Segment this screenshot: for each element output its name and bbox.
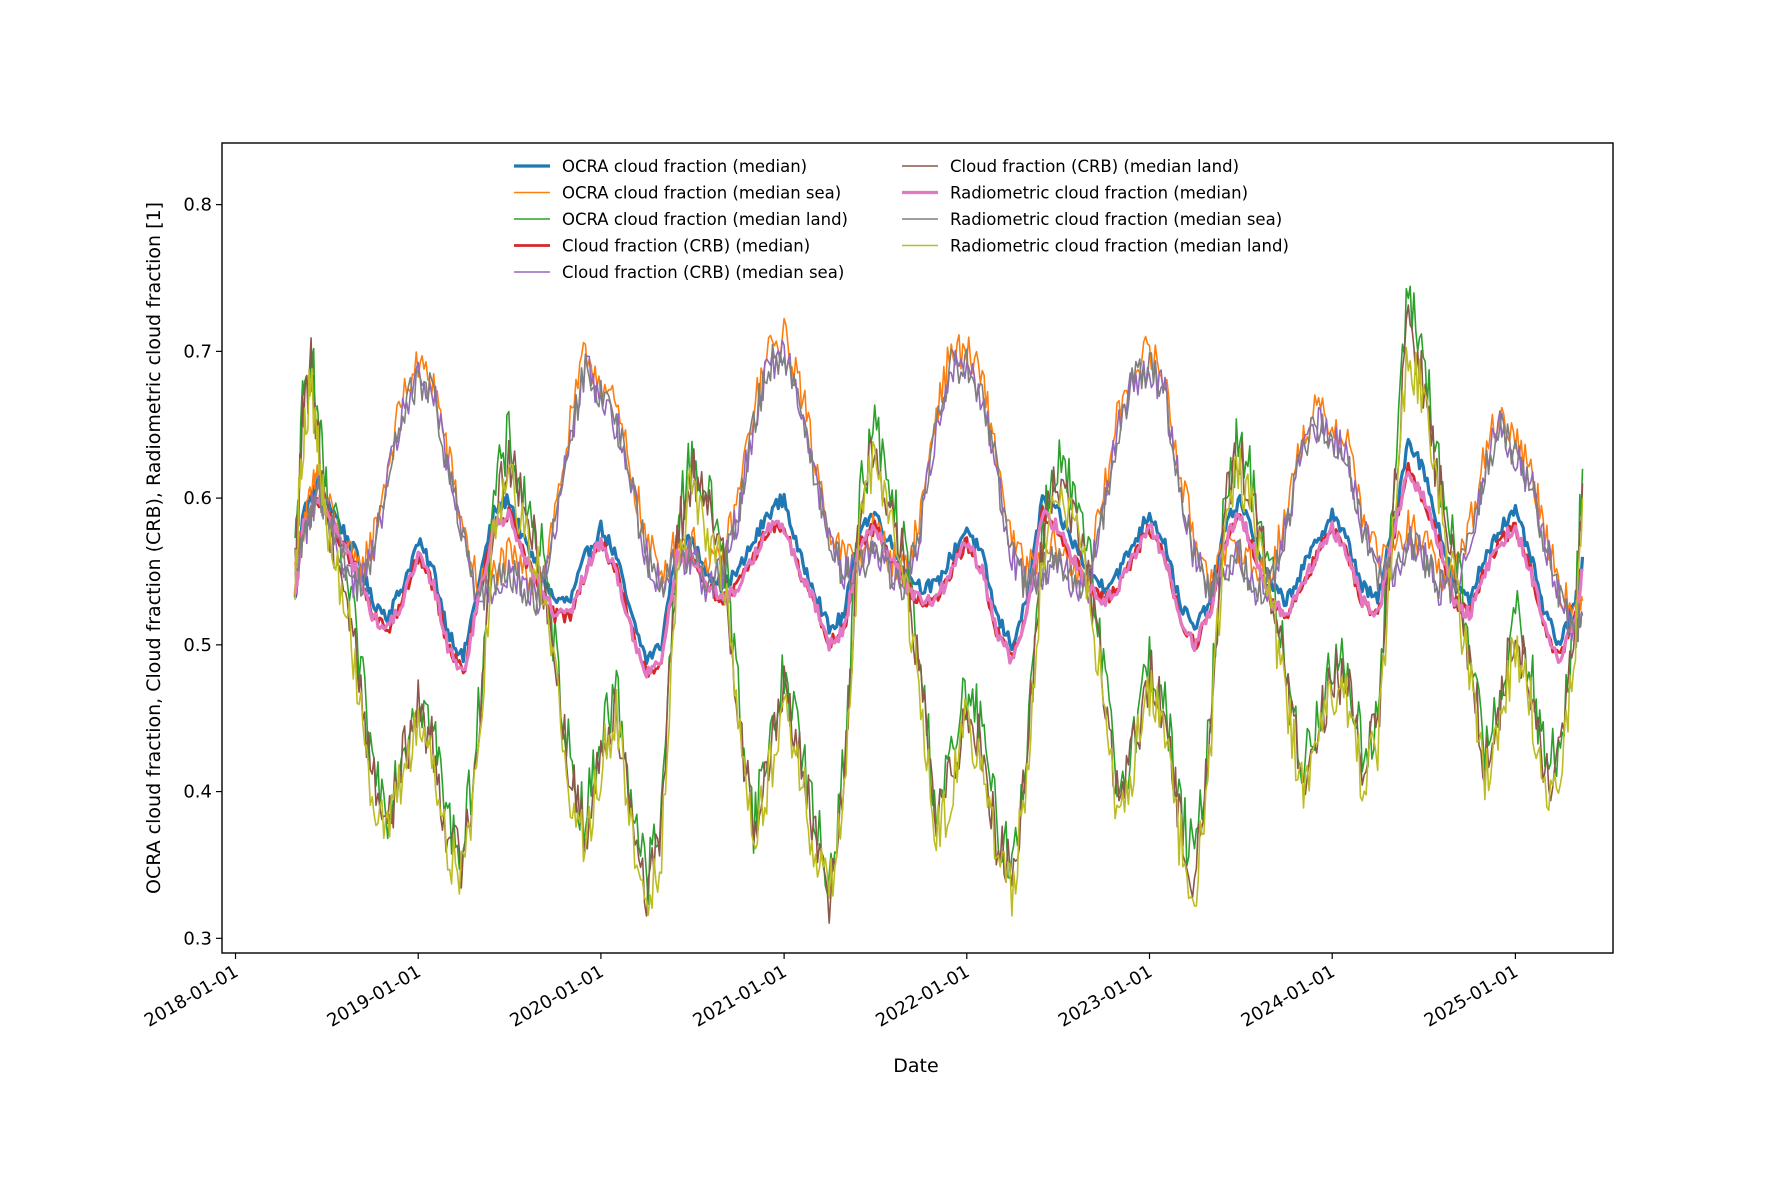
plot-frame bbox=[221, 142, 1614, 954]
y-axis-title: OCRA cloud fraction, Cloud fraction (CRB… bbox=[143, 202, 165, 894]
legend-label: Cloud fraction (CRB) (median sea) bbox=[562, 263, 844, 282]
legend-label: OCRA cloud fraction (median land) bbox=[562, 210, 848, 229]
y-tick-label: 0.3 bbox=[183, 928, 212, 949]
x-axis-title: Date bbox=[893, 1055, 938, 1077]
y-axis: 0.3 0.4 0.5 0.6 0.7 0.8 bbox=[183, 195, 222, 949]
legend-label: Cloud fraction (CRB) (median land) bbox=[950, 157, 1239, 176]
y-tick-label: 0.4 bbox=[183, 782, 212, 803]
series-line-1 bbox=[293, 437, 1585, 666]
legend: OCRA cloud fraction (median) OCRA cloud f… bbox=[514, 157, 1289, 282]
series-line-9 bbox=[294, 346, 1584, 917]
legend-label: Radiometric cloud fraction (median land) bbox=[950, 237, 1289, 256]
legend-label: OCRA cloud fraction (median) bbox=[562, 157, 807, 176]
y-tick-label: 0.6 bbox=[183, 488, 212, 509]
legend-label: Cloud fraction (CRB) (median) bbox=[562, 237, 810, 256]
series-layer bbox=[293, 285, 1585, 924]
series-line-8 bbox=[294, 343, 1584, 649]
y-tick-label: 0.5 bbox=[183, 635, 212, 656]
y-tick-label: 0.7 bbox=[183, 341, 212, 362]
legend-label: Radiometric cloud fraction (median sea) bbox=[950, 210, 1282, 229]
series-line-7 bbox=[293, 470, 1584, 679]
y-tick-label: 0.8 bbox=[183, 195, 212, 216]
legend-label: Radiometric cloud fraction (median) bbox=[950, 184, 1248, 203]
legend-label: OCRA cloud fraction (median sea) bbox=[562, 184, 841, 203]
